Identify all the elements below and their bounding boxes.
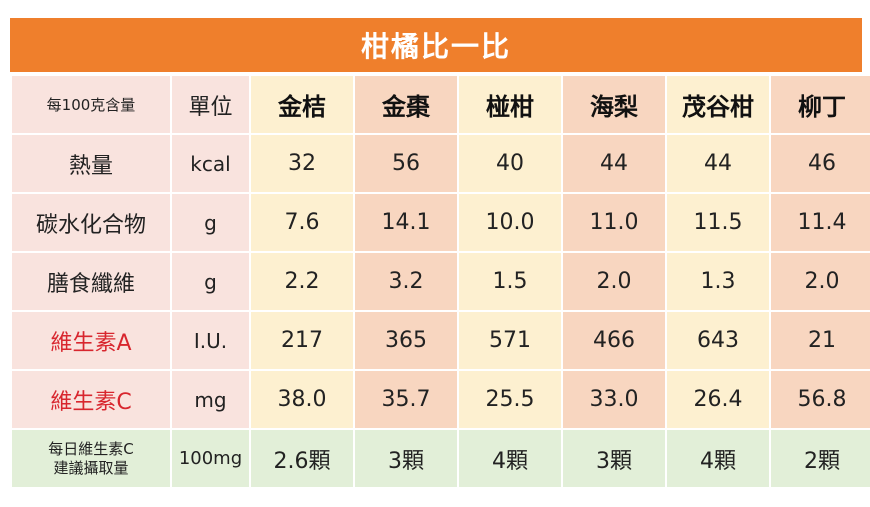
footer-row: 每日維生素C 建議攝取量 100mg 2.6顆 3顆 4顆 3顆 4顆 2顆: [10, 428, 870, 489]
table-row: 維生素C mg 38.0 35.7 25.5 33.0 26.4 56.8: [10, 369, 870, 430]
fruit-header: 椪柑: [457, 74, 563, 135]
row-label: 熱量: [10, 133, 172, 194]
table-cell: 44: [665, 133, 771, 194]
row-label: 膳食纖維: [10, 251, 172, 312]
table-cell: 33.0: [561, 369, 667, 430]
table-row: 熱量 kcal 32 56 40 44 44 46: [10, 133, 870, 194]
footer-cell: 4顆: [665, 428, 771, 489]
fruit-header: 海梨: [561, 74, 667, 135]
table-title: 柑橘比一比: [10, 18, 862, 74]
fruit-header: 金桔: [249, 74, 355, 135]
table-cell: 38.0: [249, 369, 355, 430]
table-cell: 44: [561, 133, 667, 194]
footer-cell: 2顆: [769, 428, 870, 489]
table-cell: 56: [353, 133, 459, 194]
row-unit: I.U.: [170, 310, 251, 371]
footer-unit: 100mg: [170, 428, 251, 489]
table-cell: 3.2: [353, 251, 459, 312]
table-cell: 2.2: [249, 251, 355, 312]
footer-label-line2: 建議攝取量: [53, 458, 129, 477]
fruit-header: 柳丁: [769, 74, 870, 135]
table-cell: 11.4: [769, 192, 870, 253]
table-cell: 365: [353, 310, 459, 371]
table-cell: 643: [665, 310, 771, 371]
table-cell: 10.0: [457, 192, 563, 253]
table-cell: 25.5: [457, 369, 563, 430]
table-cell: 32: [249, 133, 355, 194]
row-unit: mg: [170, 369, 251, 430]
table-row: 膳食纖維 g 2.2 3.2 1.5 2.0 1.3 2.0: [10, 251, 870, 312]
citrus-comparison-table: 柑橘比一比 每100克含量 單位 金桔 金棗 椪柑 海梨 茂谷柑 柳丁 熱量 k…: [10, 18, 870, 489]
row-label: 維生素C: [10, 369, 172, 430]
table-cell: 56.8: [769, 369, 870, 430]
table-cell: 11.0: [561, 192, 667, 253]
footer-label: 每日維生素C 建議攝取量: [10, 428, 172, 489]
footer-cell: 3顆: [353, 428, 459, 489]
table-cell: 2.0: [561, 251, 667, 312]
table-cell: 466: [561, 310, 667, 371]
row-unit: g: [170, 192, 251, 253]
footer-cell: 4顆: [457, 428, 563, 489]
fruit-header: 金棗: [353, 74, 459, 135]
header-row: 每100克含量 單位 金桔 金棗 椪柑 海梨 茂谷柑 柳丁: [10, 74, 870, 135]
row-unit: g: [170, 251, 251, 312]
table-cell: 46: [769, 133, 870, 194]
table-cell: 21: [769, 310, 870, 371]
table-cell: 26.4: [665, 369, 771, 430]
nutrition-table: 每100克含量 單位 金桔 金棗 椪柑 海梨 茂谷柑 柳丁 熱量 kcal 32…: [10, 74, 870, 489]
header-unit: 單位: [170, 74, 251, 135]
fruit-header: 茂谷柑: [665, 74, 771, 135]
header-label: 每100克含量: [10, 74, 172, 135]
table-row: 維生素A I.U. 217 365 571 466 643 21: [10, 310, 870, 371]
footer-cell: 3顆: [561, 428, 667, 489]
table-cell: 40: [457, 133, 563, 194]
table-cell: 1.5: [457, 251, 563, 312]
table-cell: 14.1: [353, 192, 459, 253]
table-row: 碳水化合物 g 7.6 14.1 10.0 11.0 11.5 11.4: [10, 192, 870, 253]
table-cell: 7.6: [249, 192, 355, 253]
row-label: 維生素A: [10, 310, 172, 371]
table-cell: 11.5: [665, 192, 771, 253]
table-cell: 217: [249, 310, 355, 371]
row-unit: kcal: [170, 133, 251, 194]
footer-cell: 2.6顆: [249, 428, 355, 489]
table-cell: 1.3: [665, 251, 771, 312]
footer-label-line1: 每日維生素C: [48, 439, 134, 458]
table-cell: 35.7: [353, 369, 459, 430]
row-label: 碳水化合物: [10, 192, 172, 253]
table-cell: 2.0: [769, 251, 870, 312]
table-cell: 571: [457, 310, 563, 371]
